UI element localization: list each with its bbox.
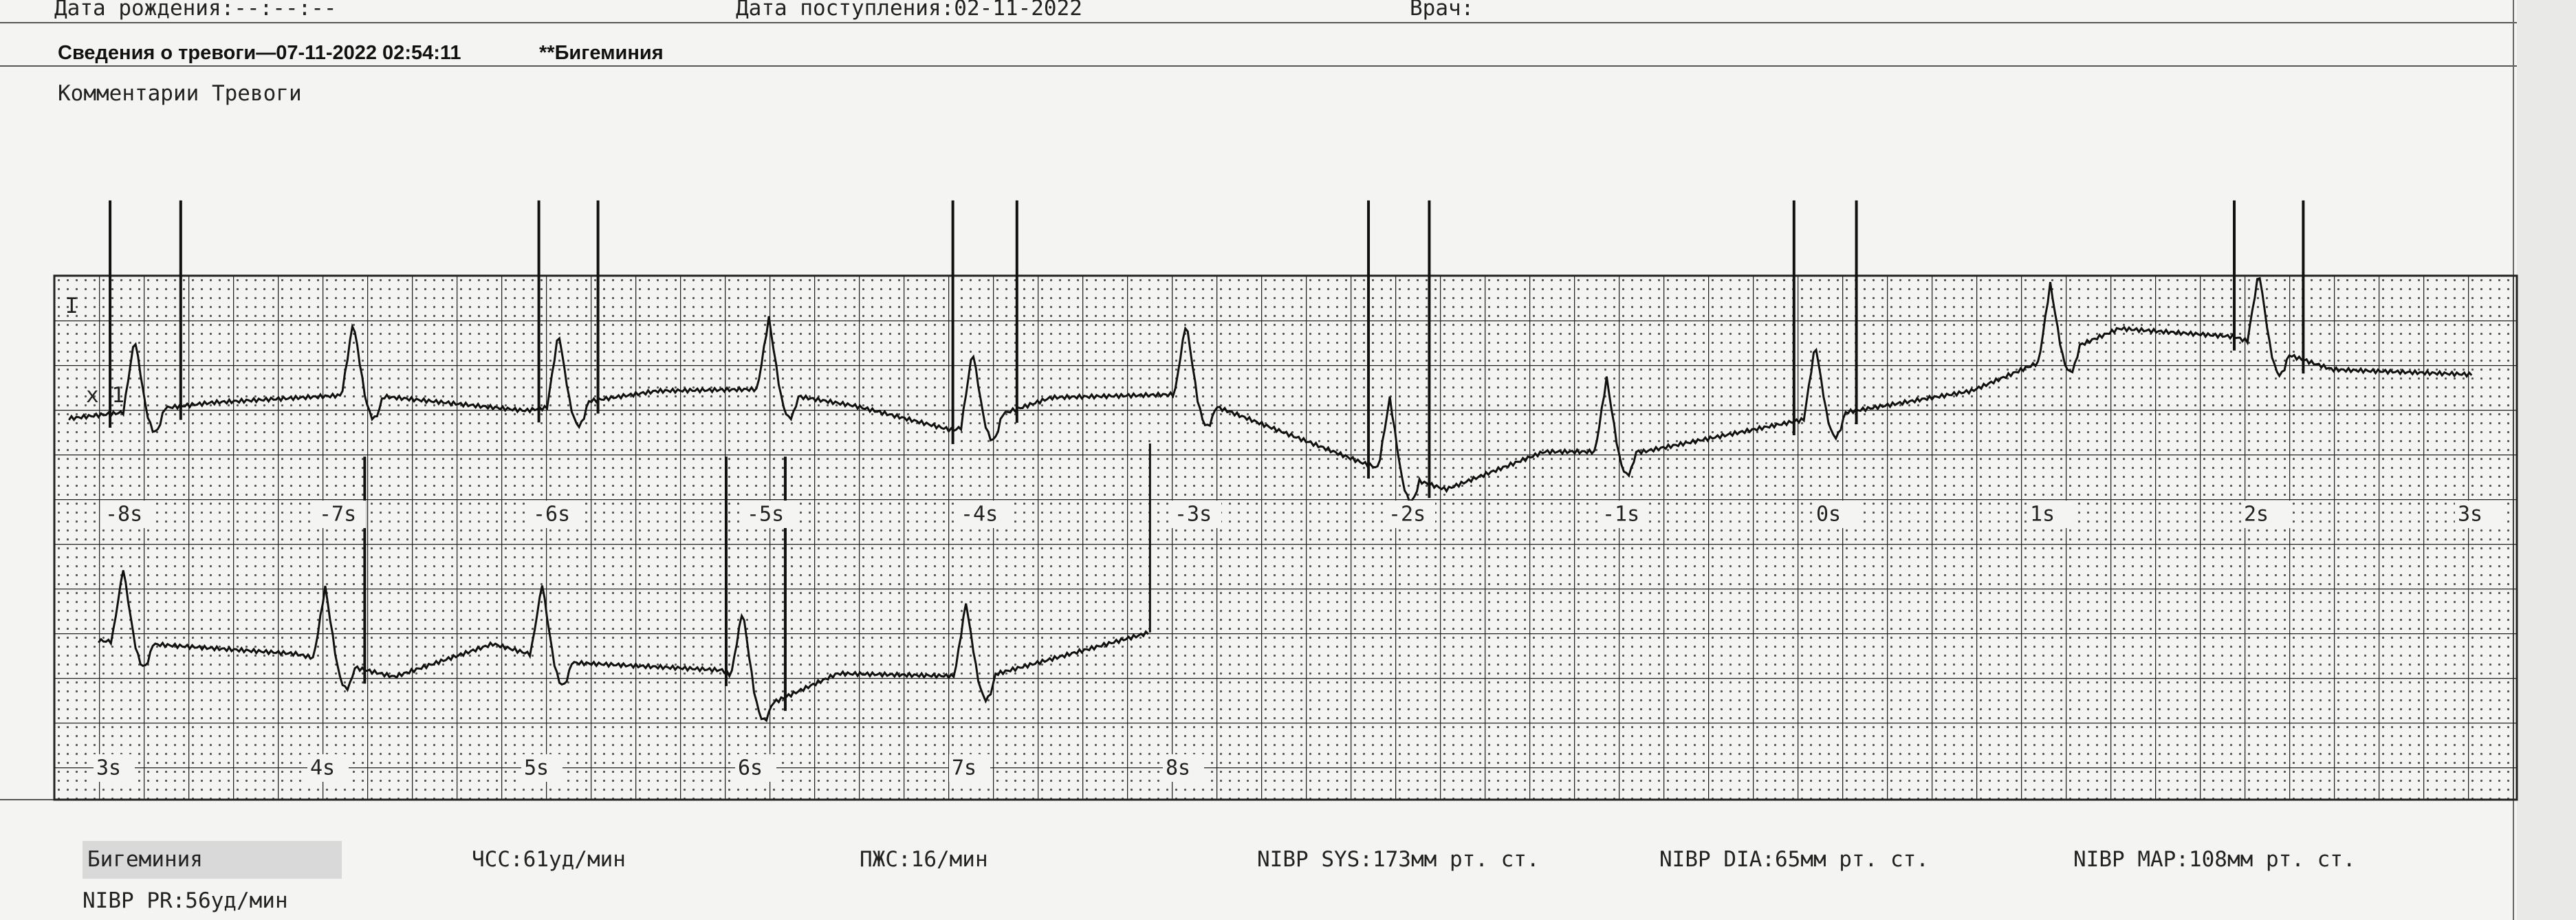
lead-label: I [65,294,78,318]
time-label: 6s [738,756,763,780]
label-bg [530,501,580,528]
doctor: Врач: [1410,0,1474,21]
time-label: 7s [952,756,976,780]
label-bg [958,501,1007,528]
label-bg [1172,501,1221,528]
time-label: -3s [1175,503,1212,527]
gain-label: x 1 [86,383,124,408]
time-label: -6s [533,503,570,527]
admission-date: Дата поступления:02-11-2022 [736,0,1082,21]
label-bg [1386,501,1435,528]
alarm-info: Сведения о тревоги—07-11-2022 02:54:11 [58,42,461,64]
ecg-waveform [68,200,2473,723]
time-label: 1s [2030,503,2055,527]
measurement: NIBP SYS:173мм рт. ст. [1257,847,1540,872]
label-bg [1600,501,1649,528]
measurement: ЧСС:61уд/мин [472,847,626,872]
time-label: -4s [961,503,998,527]
time-label: -8s [105,503,142,527]
time-label: -2s [1388,503,1426,527]
label-bg [316,501,366,528]
label-bg [735,754,776,782]
time-label: 3s [96,756,121,780]
time-label: 3s [2458,503,2482,527]
label-bg [521,754,563,782]
time-label: 2s [2244,503,2269,527]
measurement: NIBP MAP:108мм рт. ст. [2073,847,2356,872]
time-label: 5s [524,756,549,780]
time-label: 0s [1816,503,1841,527]
time-label: 8s [1166,756,1190,780]
label-bg [102,501,152,528]
measurement: ПЖС:16/мин [860,847,988,872]
comments-label: Комментарии Тревоги [58,81,302,106]
measurements: Бигеминия ЧСС:61уд/мин ПЖС:16/мин NIBP SYS:… [83,847,2356,913]
margin [2517,0,2576,920]
alarm-type: **Бигеминия [539,42,664,64]
label-bg [1163,754,1204,782]
measurement: NIBP DIA:65мм рт. ст. [1659,847,1929,872]
measurement: NIBP PR:56уд/мин [83,888,288,913]
label-bg [744,501,794,528]
time-label: -5s [747,503,784,527]
measurement: Бигеминия [87,847,203,872]
time-label: -7s [319,503,356,527]
label-bg [1813,501,1863,528]
ecg-grid [53,274,2518,801]
ecg-trace [68,276,2473,505]
time-label: -1s [1602,503,1639,527]
time-label: 4s [310,756,335,780]
label-bg [2027,501,2077,528]
label-bg [2241,501,2291,528]
label-bg [94,754,135,782]
birth-date: Дата рождения:--:--:-- [54,0,337,21]
label-bg [2455,501,2504,528]
time-labels: -8s -7s -6s -5s -4s -3s -2s -1s 0s 1s 2s 3s 3s 4s 5s 6s… [94,501,2504,782]
label-bg [949,754,990,782]
label-bg [307,754,349,782]
highlight [83,841,342,879]
ecg-trace [98,570,1149,723]
